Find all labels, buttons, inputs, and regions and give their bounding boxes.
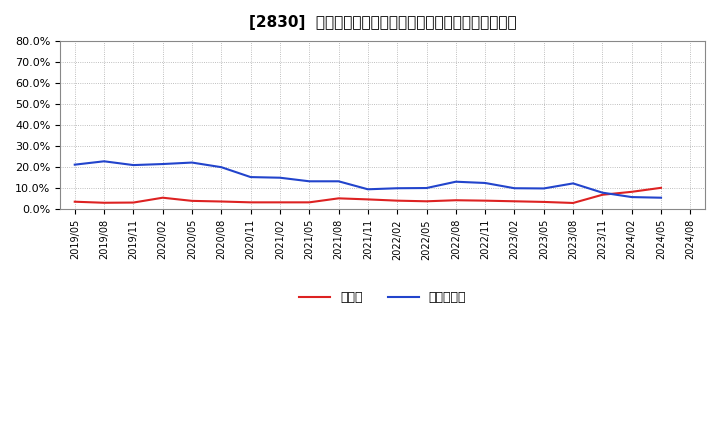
現頲金 <box>305 200 314 205</box>
現頲金 <box>627 189 636 194</box>
有利子負偉 <box>569 181 577 186</box>
現頲金 <box>217 199 225 204</box>
現頲金 <box>510 198 519 204</box>
有利子負偉 <box>246 174 255 180</box>
有利子負偉 <box>393 186 402 191</box>
現頲金 <box>657 185 665 191</box>
現頲金 <box>569 200 577 205</box>
有利子負偉 <box>158 161 167 167</box>
現頲金 <box>393 198 402 203</box>
Line: 現頲金: 現頲金 <box>75 188 661 203</box>
現頲金 <box>246 200 255 205</box>
現頲金 <box>451 198 460 203</box>
現頲金 <box>539 199 548 205</box>
現頲金 <box>71 199 79 204</box>
有利子負偉 <box>334 179 343 184</box>
現頲金 <box>276 200 284 205</box>
有利子負偉 <box>422 185 431 191</box>
有利子負偉 <box>129 162 138 168</box>
有利子負偉 <box>657 195 665 200</box>
有利子負偉 <box>217 165 225 170</box>
有利子負偉 <box>539 186 548 191</box>
現頲金 <box>481 198 490 203</box>
現頲金 <box>188 198 197 204</box>
現頲金 <box>129 200 138 205</box>
有利子負偉 <box>364 187 372 192</box>
Title: [2830]  現頲金、有利子負偉の総資産に対する比率の推移: [2830] 現頲金、有利子負偉の総資産に対する比率の推移 <box>248 15 516 30</box>
Line: 有利子負偉: 有利子負偉 <box>75 161 661 198</box>
Legend: 現頲金, 有利子負偉: 現頲金, 有利子負偉 <box>299 291 467 304</box>
現頲金 <box>100 200 109 205</box>
現頲金 <box>598 192 607 198</box>
有利子負偉 <box>71 162 79 167</box>
有利子負偉 <box>481 180 490 186</box>
有利子負偉 <box>451 179 460 184</box>
現頲金 <box>334 196 343 201</box>
有利子負偉 <box>188 160 197 165</box>
有利子負偉 <box>305 179 314 184</box>
有利子負偉 <box>627 194 636 200</box>
有利子負偉 <box>510 186 519 191</box>
有利子負偉 <box>100 159 109 164</box>
現頲金 <box>422 198 431 204</box>
現頲金 <box>364 197 372 202</box>
有利子負偉 <box>276 175 284 180</box>
有利子負偉 <box>598 190 607 195</box>
現頲金 <box>158 195 167 200</box>
